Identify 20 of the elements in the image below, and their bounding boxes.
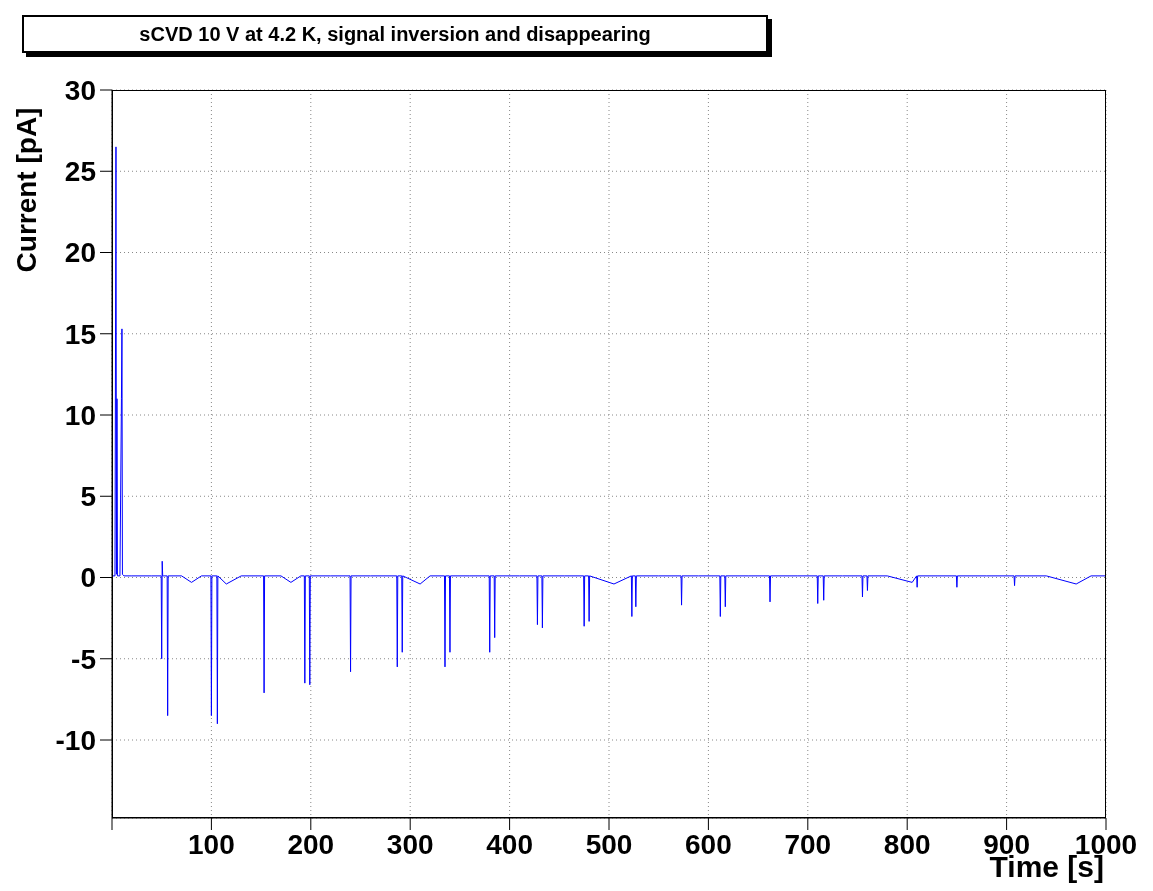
y-tick-label: 10 bbox=[64, 399, 96, 431]
x-tick-label: 200 bbox=[287, 828, 335, 860]
line-series bbox=[112, 146, 1106, 725]
chart-title: sCVD 10 V at 4.2 K, signal inversion and disappearing bbox=[22, 15, 768, 53]
x-tick-label: 300 bbox=[386, 828, 434, 860]
y-tick-label: -10 bbox=[55, 724, 96, 756]
y-tick-label: 5 bbox=[80, 481, 96, 513]
y-tick-label: 25 bbox=[64, 156, 96, 188]
x-tick-label: 100 bbox=[188, 828, 235, 860]
y-tick-label: 15 bbox=[64, 318, 96, 350]
y-tick-label: 30 bbox=[64, 74, 96, 106]
x-tick-label: 800 bbox=[883, 828, 931, 860]
x-tick-label: 400 bbox=[486, 828, 533, 860]
x-tick-label: 700 bbox=[784, 828, 832, 860]
y-axis-title: Current [pA] bbox=[11, 107, 42, 273]
y-tick-label: 0 bbox=[80, 562, 96, 594]
y-tick-label: -5 bbox=[71, 643, 96, 675]
y-tick-label: 20 bbox=[64, 237, 96, 269]
x-tick-label: 500 bbox=[585, 828, 633, 860]
x-tick-label: 600 bbox=[685, 828, 732, 860]
